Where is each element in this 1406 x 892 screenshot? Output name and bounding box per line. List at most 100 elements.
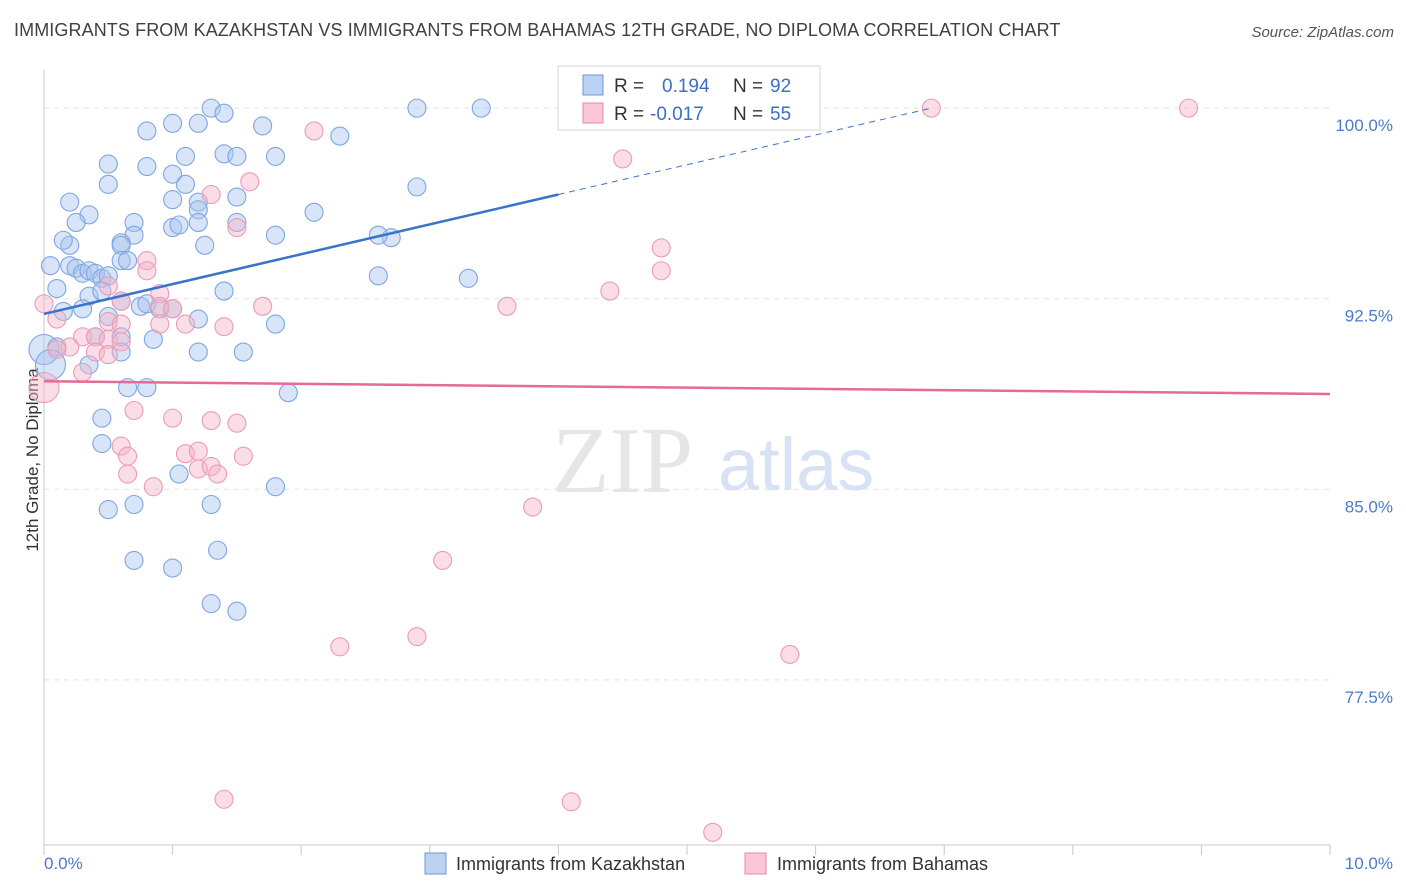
data-point	[330, 637, 350, 657]
data-point	[137, 121, 157, 141]
data-point	[458, 268, 478, 288]
bottom-legend: Immigrants from Kazakhstan Immigrants fr…	[424, 852, 988, 875]
series-kazakhstan-points	[28, 98, 491, 621]
data-point	[330, 126, 350, 146]
data-point	[73, 362, 93, 382]
data-point	[163, 190, 183, 210]
data-point	[98, 345, 118, 365]
data-point	[613, 149, 633, 169]
data-point	[651, 238, 671, 258]
data-point	[227, 413, 247, 433]
data-point	[53, 230, 73, 250]
data-point	[163, 299, 183, 319]
data-point	[137, 157, 157, 177]
data-point	[201, 494, 221, 515]
data-point	[92, 408, 112, 428]
data-point	[124, 494, 144, 515]
data-point	[60, 235, 80, 255]
y-tick-label: 77.5%	[1345, 688, 1393, 707]
data-point	[407, 177, 427, 197]
data-point	[66, 212, 86, 233]
data-point	[201, 411, 221, 431]
data-point	[523, 497, 543, 517]
data-point	[253, 296, 273, 316]
data-point	[600, 281, 620, 301]
data-point	[407, 98, 427, 118]
data-point	[240, 172, 260, 192]
data-point	[265, 477, 286, 497]
stats-legend-r-value-2: -0.017	[650, 104, 704, 125]
data-point	[188, 212, 208, 233]
data-point	[175, 314, 196, 334]
data-point	[47, 339, 67, 360]
y-axis-label: 12th Grade, No Diploma	[23, 368, 42, 552]
data-point	[143, 477, 163, 497]
stats-legend: R = 0.194 N = 92 R = -0.017 N = 55	[557, 65, 821, 131]
data-point	[368, 266, 388, 286]
stats-legend-swatch-bahamas	[582, 102, 604, 124]
data-point	[28, 372, 60, 404]
data-point	[278, 383, 298, 403]
data-point	[433, 550, 453, 570]
data-point	[201, 594, 221, 614]
data-point	[227, 146, 247, 166]
data-point	[265, 146, 286, 166]
data-point	[233, 446, 253, 466]
watermark-zip: ZIP	[552, 409, 693, 513]
data-point	[1178, 98, 1199, 118]
data-point	[780, 644, 800, 664]
x-tick-label-min: 0.0%	[44, 854, 83, 873]
data-point	[118, 446, 138, 466]
data-point	[227, 601, 247, 621]
data-point	[98, 154, 118, 174]
data-point	[188, 309, 208, 329]
bottom-legend-swatch-kazakhstan	[424, 852, 447, 875]
stats-legend-n-value-1: 92	[770, 76, 791, 97]
data-point	[34, 294, 54, 314]
data-point	[118, 464, 138, 484]
chart-title: IMMIGRANTS FROM KAZAKHSTAN VS IMMIGRANTS…	[14, 20, 1061, 40]
data-point	[921, 98, 941, 118]
data-point	[497, 296, 517, 316]
x-axis: 0.0% 10.0%	[43, 70, 1393, 873]
watermark: ZIP atlas	[552, 409, 874, 513]
y-axis-ticks: 77.5% 85.0% 92.5% 100.0%	[1335, 116, 1393, 707]
data-point	[227, 187, 247, 207]
data-point	[471, 98, 491, 118]
data-point	[98, 276, 118, 296]
data-point	[208, 540, 228, 560]
data-point	[111, 332, 131, 352]
data-point	[79, 355, 99, 375]
y-tick-label: 92.5%	[1345, 307, 1393, 326]
data-point	[188, 441, 208, 461]
stats-legend-n-value-2: 55	[770, 104, 791, 125]
data-point	[111, 251, 131, 271]
bottom-legend-label-kazakhstan: Immigrants from Kazakhstan	[456, 854, 685, 874]
data-point	[47, 278, 67, 299]
data-point	[227, 217, 247, 238]
stats-legend-swatch-kazakhstan	[582, 74, 604, 96]
stats-legend-n-label-2: N =	[733, 104, 763, 125]
x-tick-label-max: 10.0%	[1345, 854, 1393, 873]
data-point	[169, 464, 189, 484]
data-point	[169, 215, 189, 235]
data-point	[253, 116, 273, 136]
data-point	[304, 202, 324, 222]
data-point	[201, 98, 221, 118]
y-tick-label: 85.0%	[1345, 497, 1393, 516]
stats-legend-r-value-1: 0.194	[662, 76, 710, 97]
data-point	[79, 286, 99, 306]
data-point	[163, 164, 183, 184]
bottom-legend-label-bahamas: Immigrants from Bahamas	[777, 854, 988, 874]
watermark-atlas: atlas	[718, 423, 874, 506]
data-point	[124, 400, 144, 421]
data-point	[98, 500, 118, 520]
data-point	[60, 192, 80, 212]
data-point	[163, 558, 183, 578]
data-point	[214, 281, 234, 301]
data-point	[163, 408, 183, 428]
y-tick-label: 100.0%	[1335, 116, 1393, 135]
data-point	[214, 317, 234, 337]
data-point	[407, 627, 427, 647]
data-point	[265, 314, 286, 334]
